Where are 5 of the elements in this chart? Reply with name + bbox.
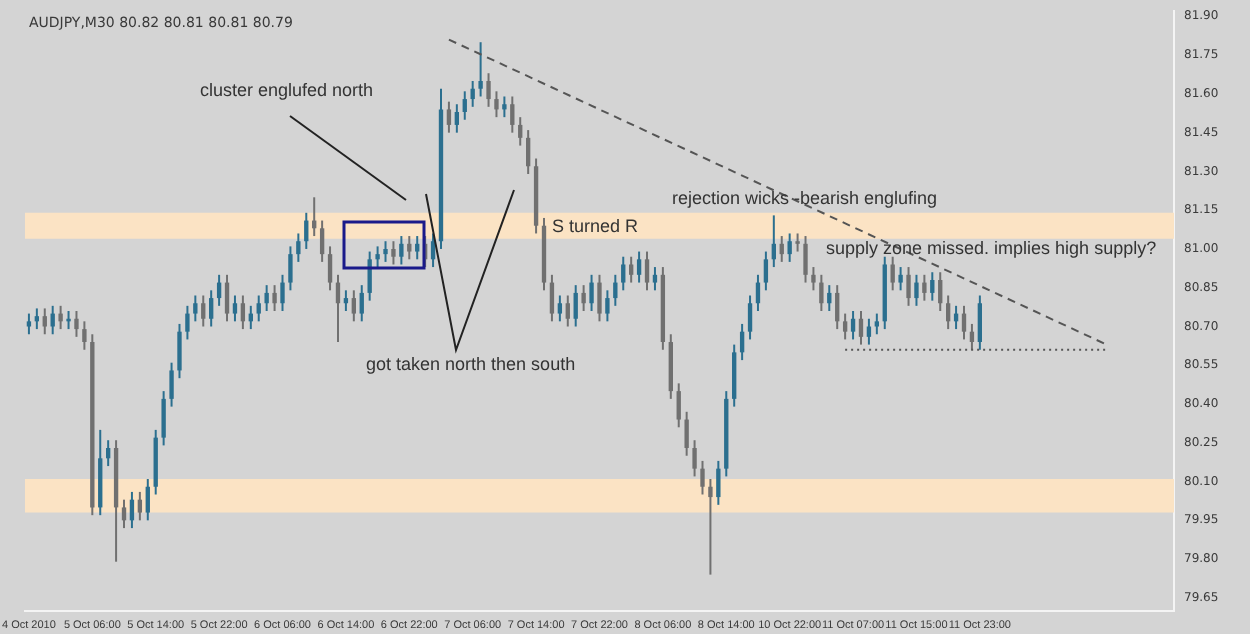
annotation: got taken north then south: [366, 354, 576, 374]
annotation: S turned R: [552, 216, 640, 236]
annotation: cluster englufed north: [200, 80, 374, 100]
annotation: supply zone missed. implies high supply?: [826, 238, 1157, 258]
annotation: rejection wicks -bearish englufing: [672, 188, 938, 208]
